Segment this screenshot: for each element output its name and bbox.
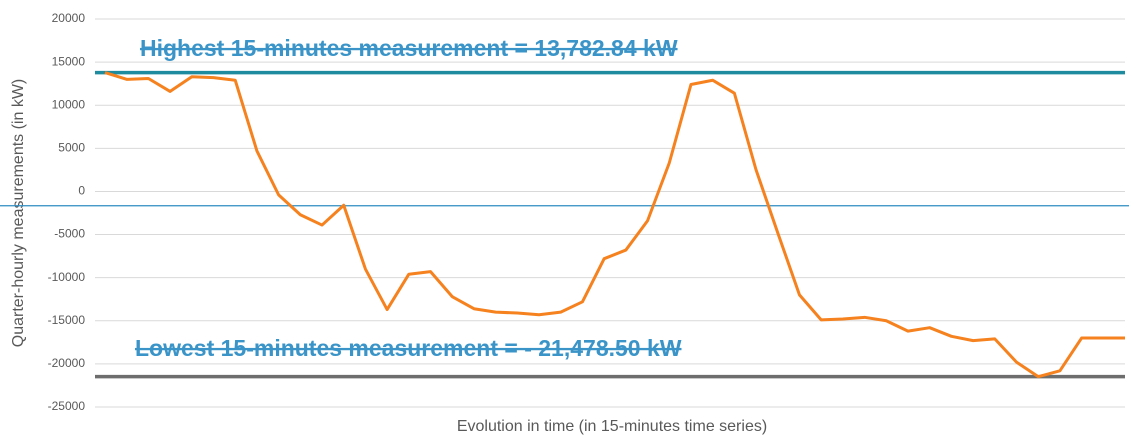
y-tick-label: -20000 [48,356,86,370]
y-tick-label: -15000 [48,313,86,327]
y-tick-label: 5000 [58,141,85,155]
y-tick-label: 20000 [52,11,86,25]
y-tick-label: 15000 [52,54,86,68]
y-tick-label: -5000 [54,227,85,241]
annotation: Lowest 15-minutes measurement = - 21,478… [135,335,682,361]
x-axis-label: Evolution in time (in 15-minutes time se… [457,418,767,435]
annotation: Highest 15-minutes measurement = 13,782.… [140,35,678,61]
y-tick-label: 10000 [52,97,86,111]
y-tick-label: -10000 [48,270,86,284]
y-axis-label: Quarter-hourly measurements (in kW) [10,79,27,348]
y-tick-label: -25000 [48,399,86,413]
y-tick-label: 0 [78,184,85,198]
data-line [104,71,1125,379]
